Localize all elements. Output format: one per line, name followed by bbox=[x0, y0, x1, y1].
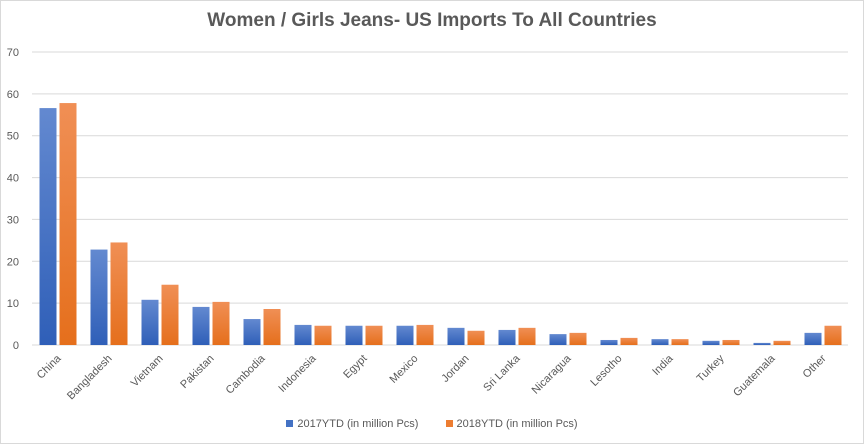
bar-2018-vietnam bbox=[161, 284, 179, 345]
bar-2017-india bbox=[651, 339, 669, 345]
bar-2017-jordan bbox=[447, 327, 465, 345]
bar-2017-vietnam bbox=[141, 299, 159, 345]
legend-label: 2017YTD (in million Pcs) bbox=[297, 418, 419, 430]
bar-2017-indonesia bbox=[294, 324, 312, 345]
x-tick-label: Turkey bbox=[695, 352, 727, 384]
legend-swatch bbox=[445, 420, 453, 427]
x-tick-label: Egypt bbox=[341, 353, 369, 381]
bar-2018-cambodia bbox=[263, 309, 281, 345]
bar-2018-indonesia bbox=[314, 325, 332, 345]
bar-2018-bangladesh bbox=[110, 242, 128, 345]
y-tick-label: 40 bbox=[7, 173, 19, 185]
legend: 2017YTD (in million Pcs) 2018YTD (in mil… bbox=[0, 418, 864, 430]
legend-label: 2018YTD (in million Pcs) bbox=[456, 418, 578, 430]
bar-2017-china bbox=[39, 108, 57, 346]
bar-2017-sri-lanka bbox=[498, 329, 516, 345]
bar-2017-pakistan bbox=[192, 306, 210, 345]
x-tick-label: Lesotho bbox=[588, 353, 624, 389]
bar-2017-nicaragua bbox=[549, 334, 567, 345]
y-tick-label: 60 bbox=[7, 89, 19, 101]
bar-2018-china bbox=[59, 103, 77, 346]
bar-2018-mexico bbox=[416, 324, 434, 345]
bar-2018-nicaragua bbox=[569, 332, 587, 345]
x-tick-label: Mexico bbox=[387, 353, 420, 386]
bar-2017-other bbox=[804, 332, 822, 345]
legend-swatch bbox=[286, 420, 294, 427]
x-tick-label: Jordan bbox=[439, 353, 471, 385]
bar-2018-sri-lanka bbox=[518, 327, 536, 345]
bar-2017-egypt bbox=[345, 325, 363, 345]
legend-item-2017: 2017YTD (in million Pcs) bbox=[286, 418, 418, 430]
y-tick-label: 50 bbox=[7, 131, 19, 143]
y-tick-label: 70 bbox=[7, 47, 19, 59]
x-tick-label: Guatemala bbox=[731, 352, 778, 399]
bar-2018-egypt bbox=[365, 325, 383, 345]
bar-2018-pakistan bbox=[212, 301, 230, 345]
bar-2017-cambodia bbox=[243, 319, 261, 345]
x-tick-label: Bangladesh bbox=[65, 353, 115, 403]
chart-title: Women / Girls Jeans- US Imports To All C… bbox=[207, 10, 657, 31]
x-tick-label: India bbox=[650, 352, 676, 378]
y-tick-label: 10 bbox=[7, 298, 19, 310]
bar-2018-guatemala bbox=[773, 340, 791, 345]
bar-2017-mexico bbox=[396, 325, 414, 345]
x-tick-label: Pakistan bbox=[178, 353, 216, 391]
x-tick-label: Nicaragua bbox=[530, 352, 575, 397]
bar-2017-guatemala bbox=[753, 342, 771, 345]
bar-2018-india bbox=[671, 339, 689, 345]
x-tick-label: Indonesia bbox=[276, 352, 319, 395]
legend-item-2018: 2018YTD (in million Pcs) bbox=[445, 418, 578, 430]
y-tick-label: 20 bbox=[7, 256, 19, 268]
bar-2018-lesotho bbox=[620, 337, 638, 345]
bar-2018-other bbox=[824, 325, 842, 345]
x-tick-label: Cambodia bbox=[224, 352, 269, 397]
bar-2018-turkey bbox=[722, 339, 740, 345]
y-tick-label: 30 bbox=[7, 214, 19, 226]
x-tick-label: Other bbox=[801, 352, 829, 380]
x-tick-label: Sri Lanka bbox=[481, 352, 523, 394]
bar-2017-bangladesh bbox=[90, 249, 108, 345]
x-tick-label: China bbox=[35, 352, 64, 381]
bar-2017-lesotho bbox=[600, 339, 618, 345]
bar-2017-turkey bbox=[702, 340, 720, 345]
bar-2018-jordan bbox=[467, 330, 485, 345]
y-tick-label: 0 bbox=[13, 340, 19, 352]
x-tick-label: Vietnam bbox=[129, 353, 166, 390]
